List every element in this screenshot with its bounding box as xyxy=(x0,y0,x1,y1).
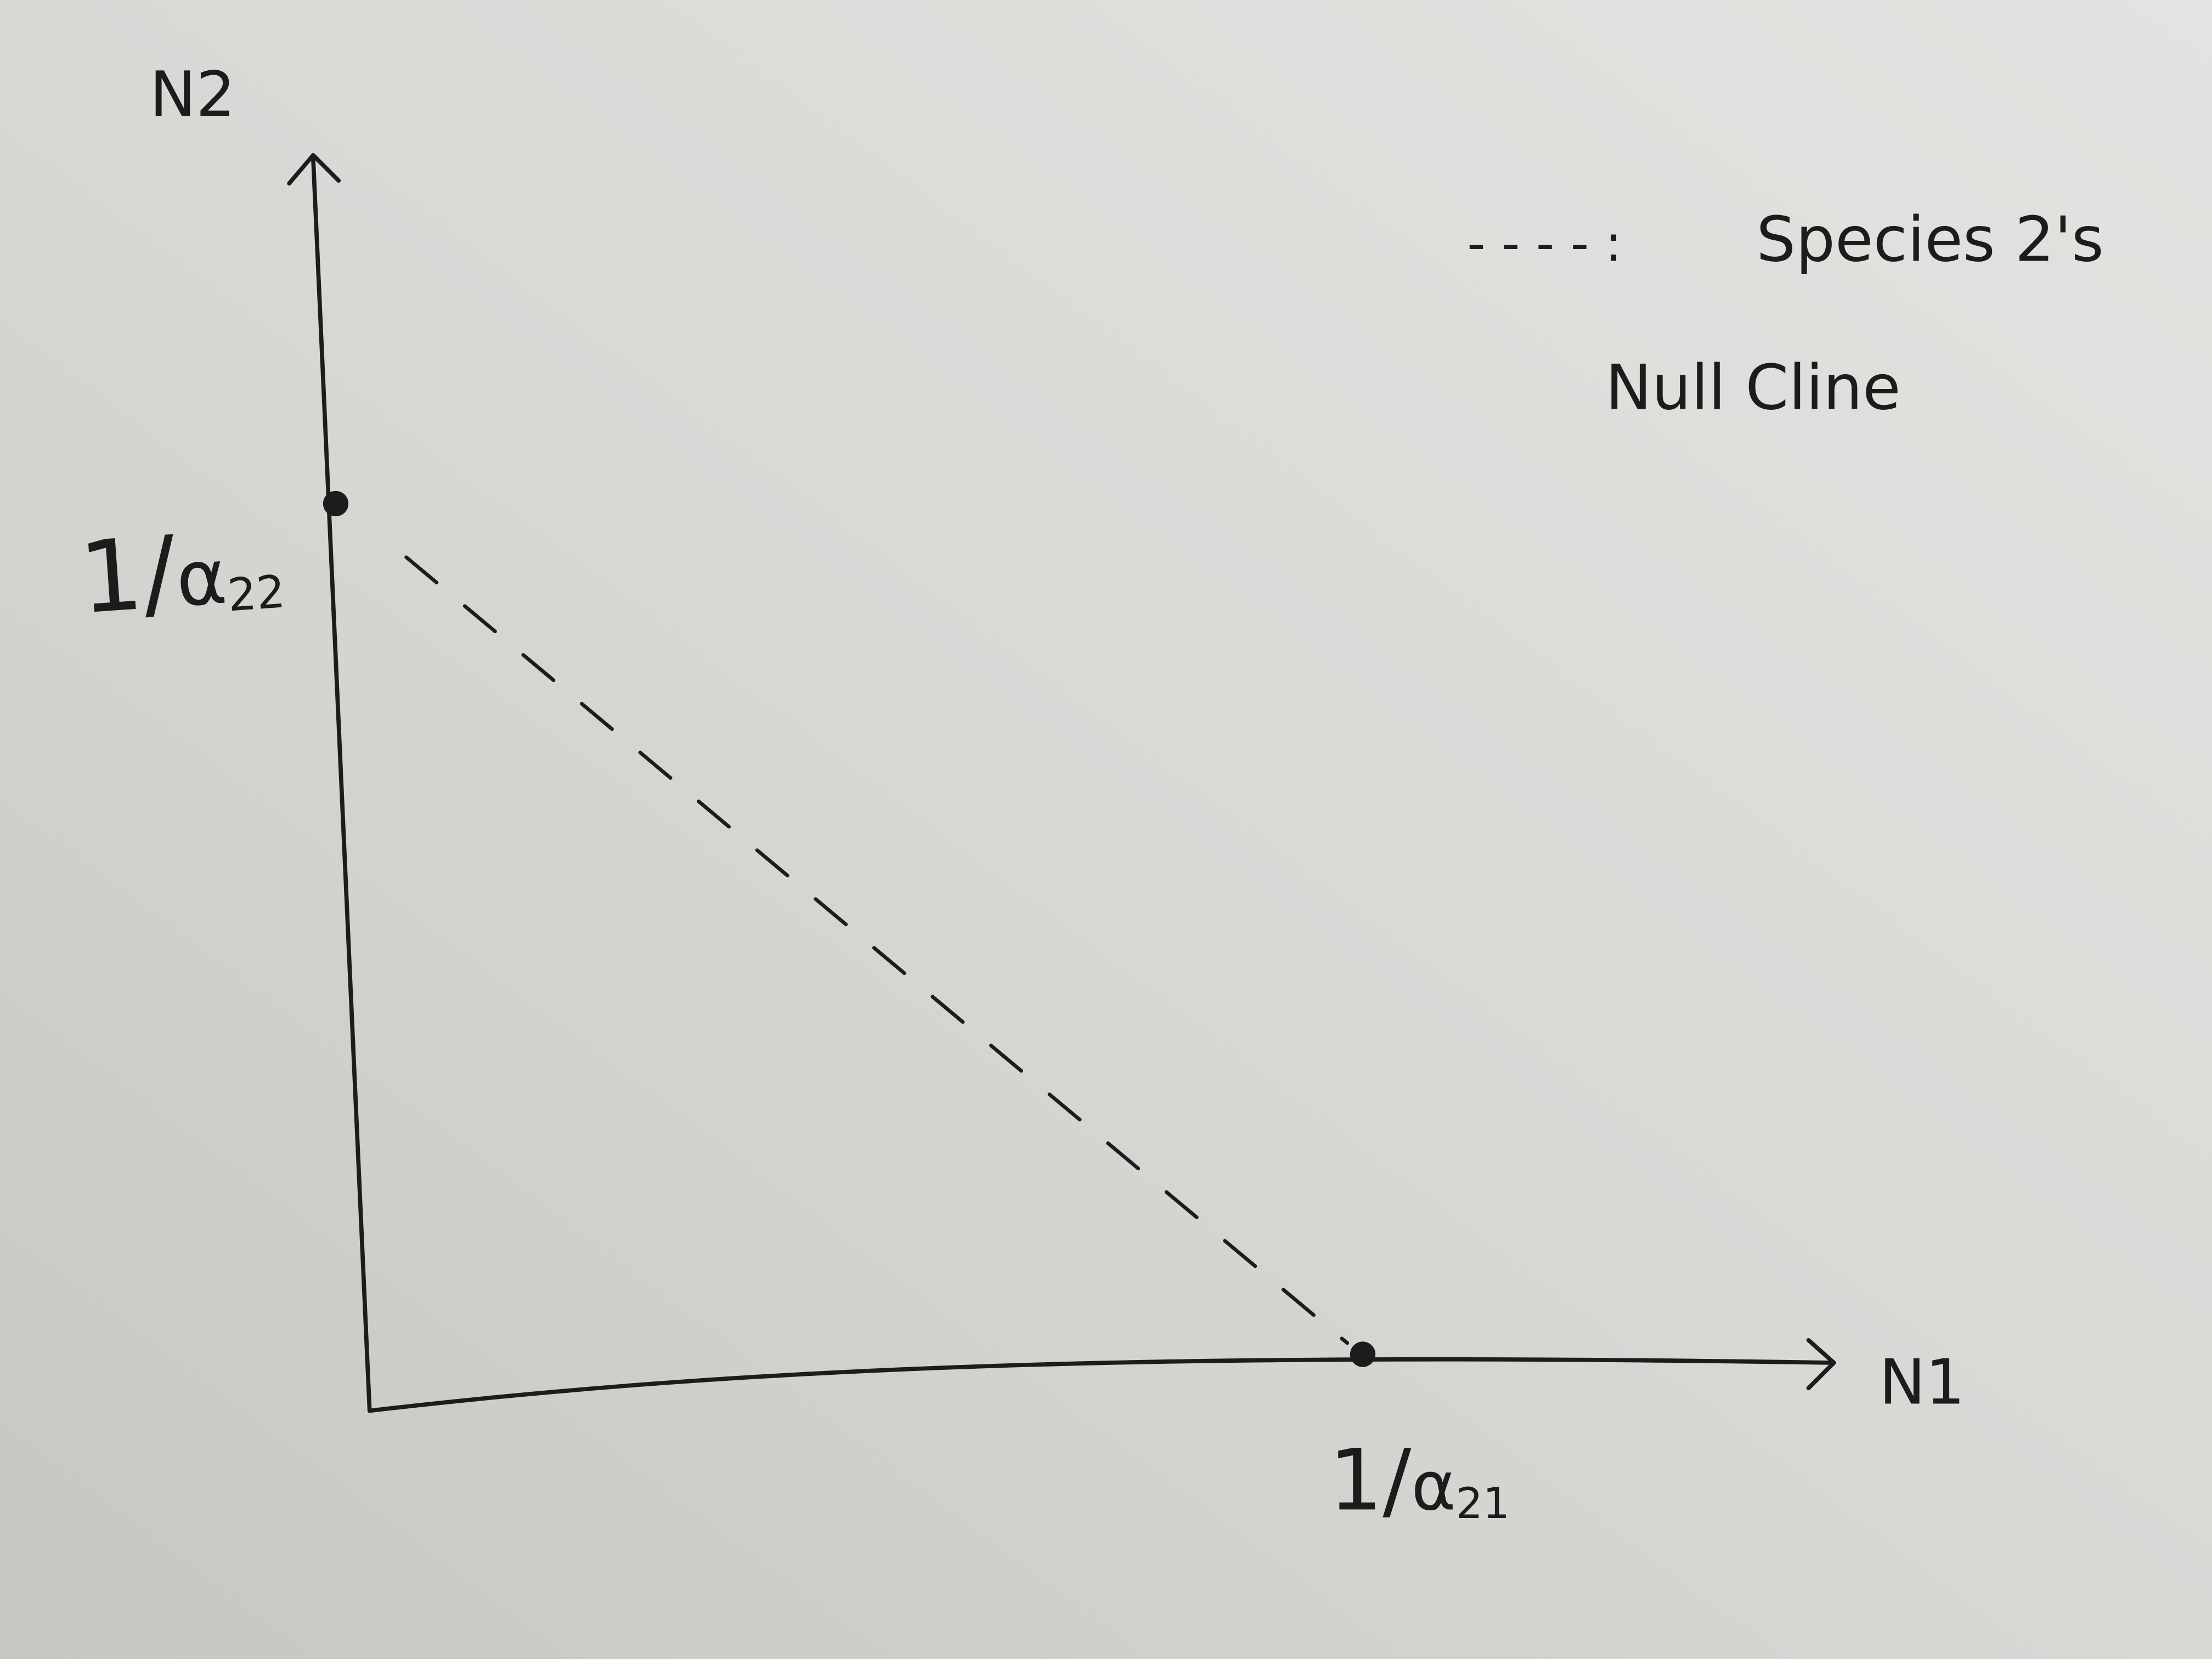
y-intercept-point xyxy=(323,490,349,517)
y-axis-arrowhead xyxy=(287,153,341,186)
y-intercept-numerator: 1/ xyxy=(76,515,180,636)
x-intercept-subscript: 21 xyxy=(1456,1479,1510,1528)
x-intercept-numerator: 1/ xyxy=(1329,1431,1411,1530)
y-intercept-label: 1/α22 xyxy=(76,507,287,636)
species-2-nullcline xyxy=(404,555,1350,1345)
x-axis-arrowhead xyxy=(1806,1338,1836,1391)
legend-marker: - - - - : xyxy=(1467,214,1622,273)
x-axis-label: N1 xyxy=(1879,1346,1965,1419)
legend-text-line1: Species 2's xyxy=(1756,204,2103,276)
x-intercept-symbol: α xyxy=(1411,1447,1455,1526)
legend-text-line2: Null Cline xyxy=(1605,352,1900,424)
y-axis-label: N2 xyxy=(150,58,236,131)
x-intercept-point xyxy=(1350,1341,1376,1367)
x-intercept-label: 1/α21 xyxy=(1329,1431,1510,1530)
x-axis-line xyxy=(367,1357,1833,1413)
y-intercept-subscript: 22 xyxy=(226,566,287,622)
y-intercept-symbol: α xyxy=(173,532,230,624)
y-axis-line xyxy=(311,156,372,1413)
